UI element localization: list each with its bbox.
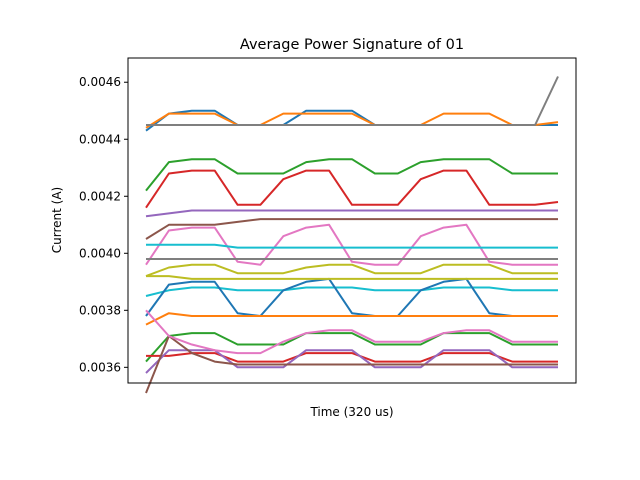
- series-line: [145, 277, 558, 317]
- series-line: [145, 218, 558, 240]
- y-tick-label: 0.0040: [79, 246, 121, 260]
- y-axis-ticks: 0.0036 0.0038 0.0040 0.0042 0.0044 0.0046: [79, 75, 128, 374]
- y-tick-label: 0.0036: [79, 360, 121, 374]
- series-line: [145, 169, 559, 209]
- series-line: [145, 263, 558, 278]
- series-line: [145, 335, 558, 394]
- y-tick-label: 0.0044: [79, 132, 121, 146]
- series-line: [145, 112, 559, 129]
- y-tick-label: 0.0046: [79, 75, 121, 89]
- plot-area: [128, 58, 576, 383]
- series-line: [146, 352, 558, 363]
- series-line: [146, 76, 559, 126]
- series-line: [145, 223, 558, 266]
- series-line: [146, 275, 558, 280]
- series-line: [145, 158, 558, 192]
- y-axis-label: Current (A): [50, 187, 64, 253]
- y-tick-label: 0.0038: [79, 303, 121, 317]
- series-line: [145, 309, 558, 355]
- series-line: [145, 286, 558, 297]
- series-line: [145, 312, 558, 326]
- chart-title: Average Power Signature of 01: [240, 37, 464, 53]
- x-axis-label: Time (320 us): [309, 405, 393, 419]
- series-line: [145, 209, 558, 218]
- series-layer: [145, 76, 559, 394]
- y-tick-label: 0.0042: [79, 189, 121, 203]
- plot-frame: [127, 57, 577, 384]
- series-line: [145, 332, 558, 363]
- series-line: [146, 243, 558, 249]
